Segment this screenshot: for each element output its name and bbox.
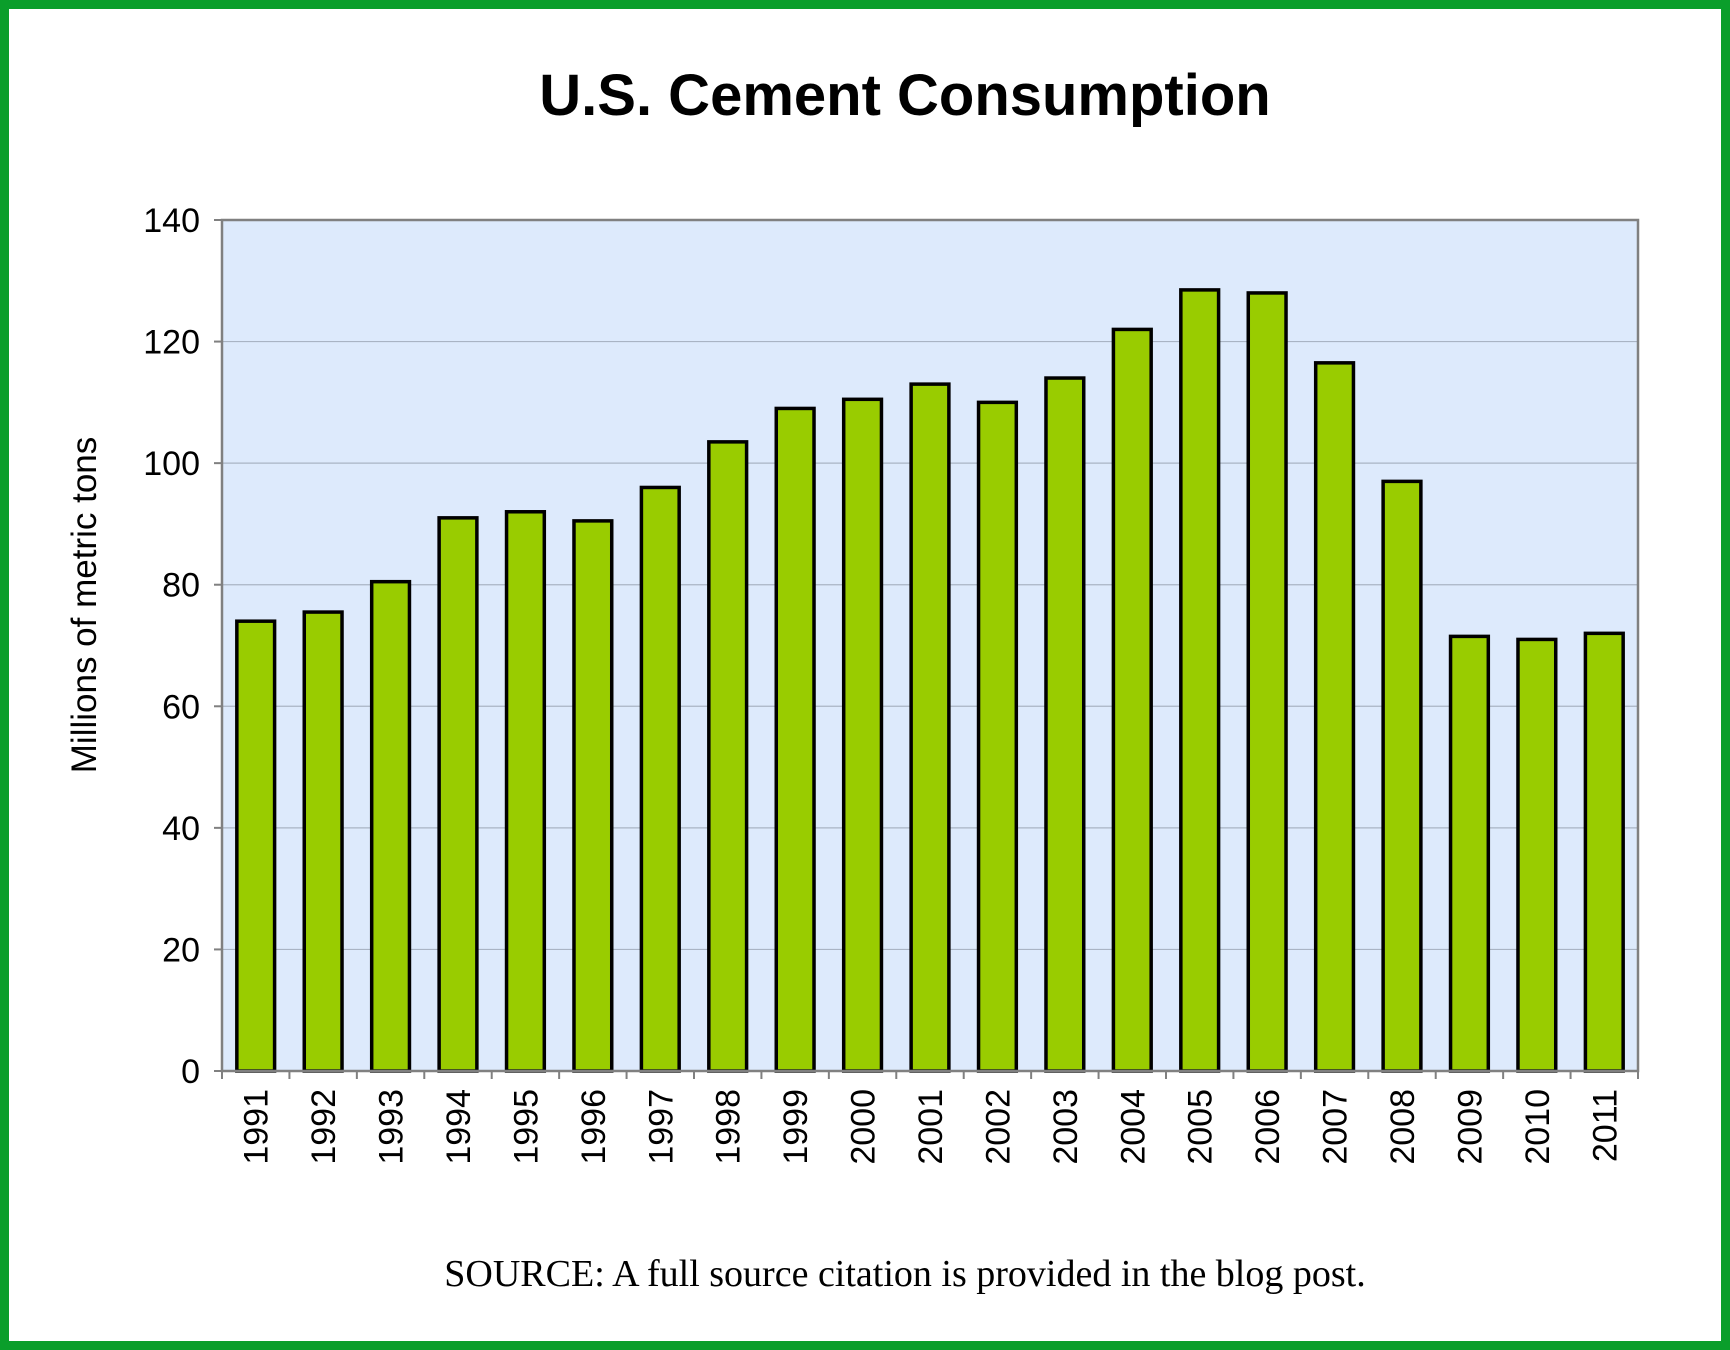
bar-2001 xyxy=(909,382,951,1073)
x-tick-label: 1991 xyxy=(238,1089,276,1165)
bar-1992 xyxy=(302,610,344,1073)
x-tick-label: 1998 xyxy=(710,1089,748,1165)
bar-2008 xyxy=(1381,479,1423,1073)
x-tick-label: 2000 xyxy=(845,1089,883,1165)
x-tick-label: 1993 xyxy=(373,1089,411,1165)
y-tick-label: 60 xyxy=(162,688,200,726)
x-tick-label: 2007 xyxy=(1317,1089,1355,1165)
bar-2000 xyxy=(841,397,884,1073)
x-tick-label: 2011 xyxy=(1586,1089,1624,1162)
y-tick-label: 140 xyxy=(143,202,200,240)
source-note: SOURCE: A full source citation is provid… xyxy=(444,1253,1365,1295)
bar-1995 xyxy=(504,510,547,1073)
x-tick-label: 1992 xyxy=(305,1089,343,1165)
x-tick-label: 2004 xyxy=(1114,1089,1152,1165)
x-tick-label: 1999 xyxy=(777,1089,815,1165)
y-tick-label: 0 xyxy=(181,1053,200,1091)
x-tick-label: 2003 xyxy=(1047,1089,1085,1165)
bar-1997 xyxy=(639,485,681,1073)
x-tick-label: 2005 xyxy=(1182,1089,1220,1165)
x-tick-label: 1994 xyxy=(440,1089,478,1165)
bar-2003 xyxy=(1044,376,1086,1073)
bar-2004 xyxy=(1111,327,1153,1073)
x-tick-label: 2008 xyxy=(1384,1089,1422,1165)
bar-2002 xyxy=(976,400,1019,1073)
bar-1993 xyxy=(369,579,412,1073)
x-tick-label: 1996 xyxy=(575,1089,613,1165)
bar-1994 xyxy=(437,516,479,1073)
plot-border xyxy=(220,218,1640,1073)
bar-2011 xyxy=(1583,631,1625,1073)
x-tick-label: 1995 xyxy=(507,1089,545,1165)
x-tick-label: 2010 xyxy=(1519,1089,1557,1165)
bar-1996 xyxy=(572,519,614,1073)
bar-2005 xyxy=(1179,288,1221,1073)
bar-2006 xyxy=(1246,291,1288,1073)
bar-1998 xyxy=(707,440,749,1073)
bar-2007 xyxy=(1313,361,1356,1073)
bar-1991 xyxy=(235,619,277,1073)
y-tick-label: 120 xyxy=(143,324,200,362)
y-tick-label: 100 xyxy=(143,445,200,483)
chart-title: U.S. Cement Consumption xyxy=(539,63,1270,128)
x-tick-label: 2009 xyxy=(1451,1089,1489,1165)
x-tick-label: 2002 xyxy=(979,1089,1017,1165)
plot-area: 0 20 40 60 80 100 120 140 1991 1992 1993 1994 1995 19… xyxy=(143,202,1640,1165)
bar-2010 xyxy=(1516,637,1558,1073)
y-tick-label: 20 xyxy=(162,931,200,969)
bar-2009 xyxy=(1448,634,1491,1073)
bar-1999 xyxy=(774,406,816,1073)
y-tick-label: 80 xyxy=(162,567,200,605)
y-axis-label: Millions of metric tons xyxy=(65,437,104,773)
x-tick-label: 1997 xyxy=(642,1089,680,1165)
y-tick-label: 40 xyxy=(162,810,200,848)
x-tick-label: 2006 xyxy=(1249,1089,1287,1165)
x-tick-label: 2001 xyxy=(912,1089,950,1165)
